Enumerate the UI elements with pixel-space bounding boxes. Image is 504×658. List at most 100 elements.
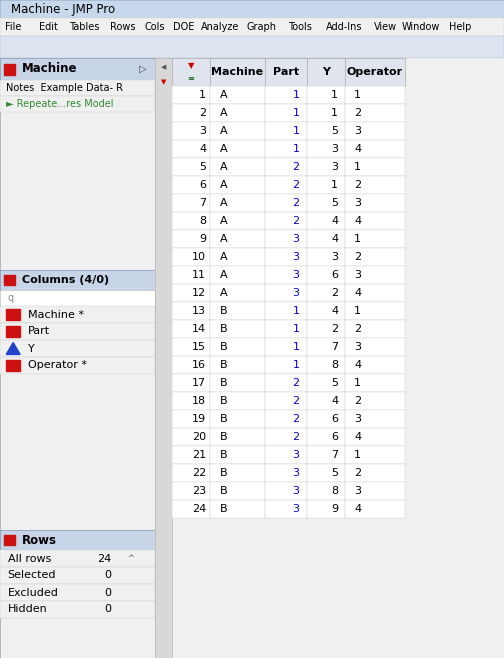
Text: 2: 2: [292, 198, 299, 208]
Text: 15: 15: [192, 342, 206, 352]
Text: 3: 3: [292, 486, 299, 496]
Bar: [4, 275, 15, 285]
Text: B: B: [220, 468, 227, 478]
Text: ► Repeate...res Model: ► Repeate...res Model: [6, 99, 114, 109]
Text: A: A: [220, 252, 227, 262]
Text: 4: 4: [331, 216, 338, 226]
Text: B: B: [220, 306, 227, 316]
Text: Part: Part: [273, 67, 299, 77]
Text: A: A: [220, 234, 227, 244]
Text: B: B: [220, 414, 227, 424]
Text: ◀: ◀: [161, 64, 166, 70]
Text: Analyze: Analyze: [201, 22, 239, 32]
Text: Help: Help: [449, 22, 471, 32]
Text: 2: 2: [292, 180, 299, 190]
Text: Hidden: Hidden: [8, 605, 47, 615]
Text: Y: Y: [322, 67, 330, 77]
Text: 4: 4: [354, 216, 361, 226]
Text: 1: 1: [354, 450, 361, 460]
Text: 1: 1: [331, 108, 338, 118]
Text: B: B: [220, 324, 227, 334]
Text: 7: 7: [199, 198, 206, 208]
Text: B: B: [220, 486, 227, 496]
Text: A: A: [220, 108, 227, 118]
Text: 2: 2: [354, 468, 361, 478]
Text: 2: 2: [292, 216, 299, 226]
Text: 3: 3: [354, 414, 361, 424]
Text: 4: 4: [331, 306, 338, 316]
Bar: [4, 64, 15, 74]
Text: 1: 1: [354, 90, 361, 100]
Text: 13: 13: [192, 306, 206, 316]
Text: Tools: Tools: [288, 22, 311, 32]
Text: 1: 1: [292, 144, 299, 154]
Text: Window: Window: [401, 22, 439, 32]
Text: 1: 1: [331, 90, 338, 100]
Text: View: View: [373, 22, 397, 32]
Text: 5: 5: [331, 378, 338, 388]
Text: B: B: [220, 450, 227, 460]
Text: 2: 2: [292, 162, 299, 172]
Text: B: B: [220, 504, 227, 514]
Text: Machine: Machine: [22, 63, 77, 76]
Text: 3: 3: [331, 252, 338, 262]
Text: 1: 1: [354, 162, 361, 172]
Text: 4: 4: [354, 288, 361, 298]
Text: A: A: [220, 270, 227, 280]
Text: 3: 3: [331, 144, 338, 154]
Text: 3: 3: [354, 270, 361, 280]
Text: Selected: Selected: [8, 570, 56, 580]
Text: 1: 1: [331, 180, 338, 190]
Text: Operator *: Operator *: [28, 361, 87, 370]
Text: Edit: Edit: [39, 22, 58, 32]
Text: 6: 6: [199, 180, 206, 190]
Text: 5: 5: [331, 126, 338, 136]
Text: 12: 12: [192, 288, 206, 298]
Text: 8: 8: [331, 360, 338, 370]
Text: Columns (4/0): Columns (4/0): [22, 275, 109, 285]
Text: 1: 1: [292, 324, 299, 334]
Text: 24: 24: [97, 553, 111, 563]
Text: 8: 8: [199, 216, 206, 226]
Text: 14: 14: [192, 324, 206, 334]
Polygon shape: [6, 343, 20, 355]
Text: q: q: [8, 293, 14, 303]
Text: 0: 0: [105, 570, 111, 580]
Text: B: B: [220, 360, 227, 370]
Text: ^: ^: [127, 554, 134, 563]
Bar: [4, 535, 15, 545]
Text: 9: 9: [199, 234, 206, 244]
Text: Operator: Operator: [347, 67, 403, 77]
Text: 7: 7: [331, 342, 338, 352]
Text: 0: 0: [105, 605, 111, 615]
Text: Cols: Cols: [144, 22, 165, 32]
Text: Machine *: Machine *: [28, 309, 84, 320]
Text: 24: 24: [192, 504, 206, 514]
Text: 20: 20: [192, 432, 206, 442]
Text: 5: 5: [331, 198, 338, 208]
Text: Y: Y: [28, 343, 35, 353]
Text: DOE: DOE: [173, 22, 195, 32]
Text: 4: 4: [354, 504, 361, 514]
Text: 11: 11: [192, 270, 206, 280]
Text: 16: 16: [192, 360, 206, 370]
Text: 2: 2: [331, 324, 338, 334]
Text: 1: 1: [292, 108, 299, 118]
Text: A: A: [220, 144, 227, 154]
Text: 1: 1: [354, 378, 361, 388]
Text: B: B: [220, 432, 227, 442]
Text: 4: 4: [331, 396, 338, 406]
Text: 9: 9: [331, 504, 338, 514]
Text: 2: 2: [354, 396, 361, 406]
Text: 1: 1: [292, 306, 299, 316]
Text: ▷: ▷: [139, 64, 146, 74]
Text: 6: 6: [331, 432, 338, 442]
Text: 1: 1: [292, 342, 299, 352]
Text: 3: 3: [331, 162, 338, 172]
Text: 3: 3: [354, 198, 361, 208]
Text: 19: 19: [192, 414, 206, 424]
Text: Notes  Example Data- R: Notes Example Data- R: [6, 83, 123, 93]
Text: A: A: [220, 216, 227, 226]
Text: 18: 18: [192, 396, 206, 406]
Text: B: B: [220, 396, 227, 406]
